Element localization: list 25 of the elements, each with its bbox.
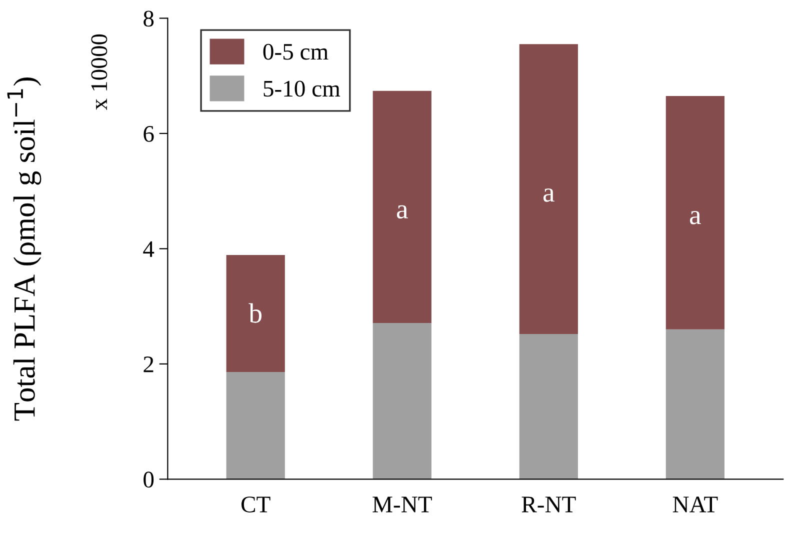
bar (372, 90, 432, 324)
bar (666, 96, 724, 330)
y-tick-label: 8 (144, 10, 154, 27)
bar (226, 255, 285, 372)
text: x 10000 (91, 34, 108, 110)
annotation: b (248, 303, 262, 323)
annotation: a (543, 188, 554, 202)
bar (226, 372, 285, 480)
y-tick-label: 6 (144, 126, 154, 142)
y-axis-title: Total PLFA (ρmol g soil$^{−1}$) (7, 78, 42, 421)
y-tick-label: 2 (144, 356, 154, 372)
annotation: a (690, 211, 701, 224)
x-tick-label: NAT (672, 496, 718, 512)
legend-label: 5-10 cm (264, 80, 340, 97)
bar (666, 329, 724, 480)
y-tick-label: 4 (143, 241, 154, 257)
bar (372, 323, 432, 480)
annotation: a (396, 205, 408, 219)
y-tick-label: 0 (144, 472, 154, 488)
x-tick-label: M-NT (372, 496, 432, 512)
bar (519, 44, 578, 334)
legend-label: 0-5 cm (263, 44, 328, 60)
bar (519, 334, 578, 480)
x-tick-label: R-NT (522, 496, 576, 512)
x-tick-label: CT (241, 496, 270, 512)
